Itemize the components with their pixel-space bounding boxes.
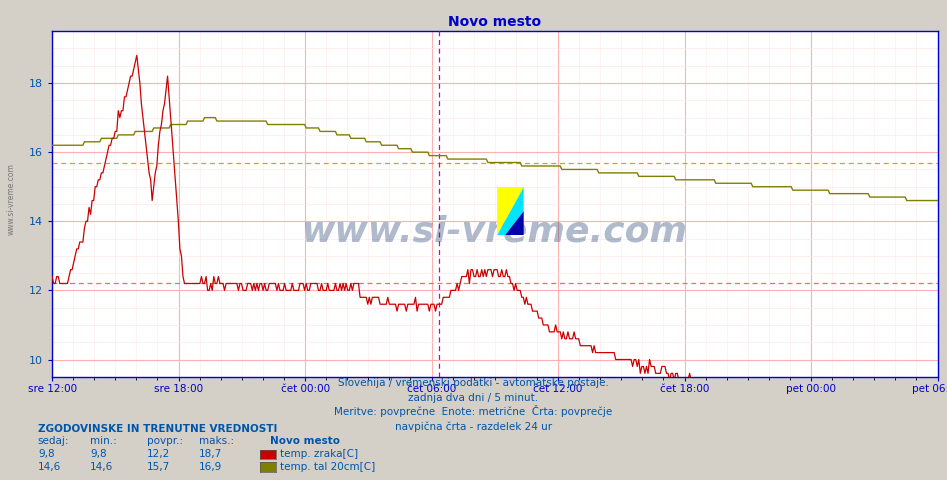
Text: temp. zraka[C]: temp. zraka[C] xyxy=(280,449,358,459)
Text: 15,7: 15,7 xyxy=(147,462,170,472)
Polygon shape xyxy=(497,187,524,235)
Text: 12,2: 12,2 xyxy=(147,449,170,459)
Text: www.si-vreme.com: www.si-vreme.com xyxy=(302,215,688,249)
Polygon shape xyxy=(497,187,524,235)
Text: navpična črta - razdelek 24 ur: navpična črta - razdelek 24 ur xyxy=(395,421,552,432)
Text: Slovenija / vremenski podatki - avtomatske postaje.: Slovenija / vremenski podatki - avtomats… xyxy=(338,378,609,388)
Text: temp. tal 20cm[C]: temp. tal 20cm[C] xyxy=(280,462,376,472)
Text: Meritve: povprečne  Enote: metrične  Črta: povprečje: Meritve: povprečne Enote: metrične Črta:… xyxy=(334,405,613,417)
Text: 18,7: 18,7 xyxy=(199,449,223,459)
Text: sedaj:: sedaj: xyxy=(38,436,69,446)
Text: 9,8: 9,8 xyxy=(38,449,55,459)
Text: 14,6: 14,6 xyxy=(90,462,114,472)
Text: 14,6: 14,6 xyxy=(38,462,62,472)
Text: 9,8: 9,8 xyxy=(90,449,107,459)
Title: Novo mesto: Novo mesto xyxy=(448,15,542,29)
Text: Novo mesto: Novo mesto xyxy=(270,436,340,446)
Text: www.si-vreme.com: www.si-vreme.com xyxy=(7,163,16,235)
Text: ZGODOVINSKE IN TRENUTNE VREDNOSTI: ZGODOVINSKE IN TRENUTNE VREDNOSTI xyxy=(38,424,277,434)
Text: povpr.:: povpr.: xyxy=(147,436,183,446)
Text: 16,9: 16,9 xyxy=(199,462,223,472)
Text: maks.:: maks.: xyxy=(199,436,234,446)
Text: zadnja dva dni / 5 minut.: zadnja dva dni / 5 minut. xyxy=(408,393,539,403)
Text: min.:: min.: xyxy=(90,436,116,446)
Polygon shape xyxy=(505,211,524,235)
